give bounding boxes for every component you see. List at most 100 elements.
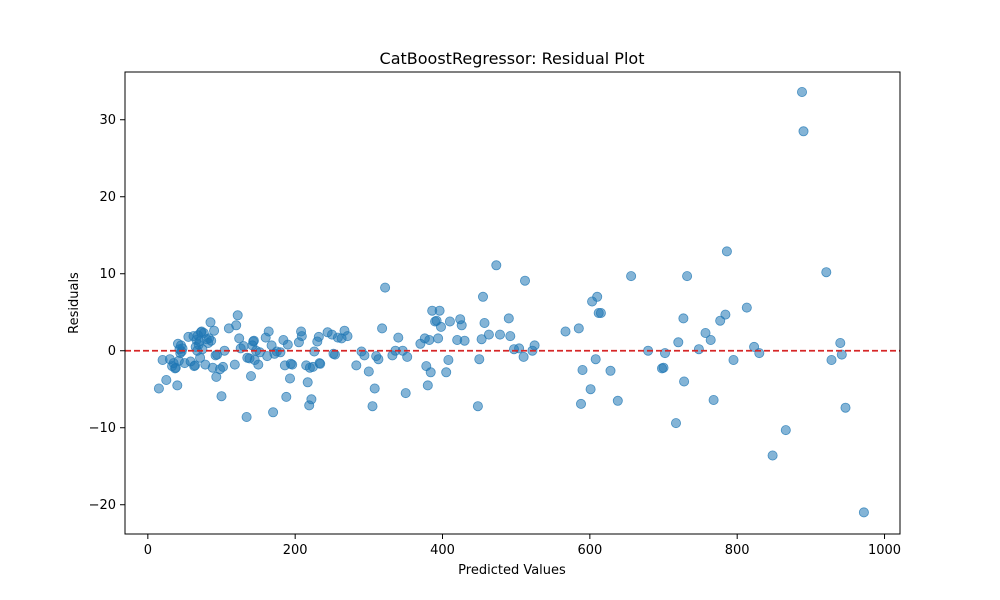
- data-point: [797, 87, 808, 98]
- data-point: [459, 335, 470, 346]
- data-point: [741, 302, 752, 313]
- data-point: [369, 383, 380, 394]
- data-point: [153, 383, 164, 394]
- data-point: [373, 354, 384, 365]
- data-point: [494, 329, 505, 340]
- data-point: [720, 309, 731, 320]
- data-point: [503, 313, 514, 324]
- data-point: [306, 394, 317, 405]
- data-point: [835, 337, 846, 348]
- data-point: [518, 351, 529, 362]
- data-point: [402, 351, 413, 362]
- data-point: [592, 291, 603, 302]
- data-point: [456, 320, 467, 331]
- x-tick-label: 0: [144, 543, 152, 558]
- data-point: [245, 371, 256, 382]
- data-point: [821, 267, 832, 278]
- data-point: [400, 388, 411, 399]
- data-point: [248, 335, 259, 346]
- data-point: [673, 337, 684, 348]
- data-point: [302, 377, 313, 388]
- data-point: [626, 271, 637, 282]
- data-point: [476, 334, 487, 345]
- data-point: [422, 380, 433, 391]
- data-point: [241, 411, 252, 422]
- data-point: [585, 384, 596, 395]
- data-point: [658, 362, 669, 373]
- data-point: [363, 366, 374, 377]
- data-point: [435, 321, 446, 332]
- data-point: [367, 401, 378, 412]
- data-point: [284, 373, 295, 384]
- data-point: [576, 398, 587, 409]
- points-layer: [153, 87, 869, 518]
- data-point: [671, 418, 682, 429]
- data-point: [595, 307, 606, 318]
- data-point: [700, 327, 711, 338]
- data-point: [477, 291, 488, 302]
- y-tick-label: −20: [89, 498, 116, 513]
- data-point: [282, 339, 293, 350]
- x-axis: 0 200 400 600 800 1000: [144, 534, 901, 558]
- data-point: [705, 334, 716, 345]
- chart-title: CatBoostRegressor: Residual Plot: [380, 49, 645, 68]
- data-point: [281, 391, 292, 402]
- data-point: [472, 401, 483, 412]
- x-tick-label: 1000: [868, 543, 901, 558]
- x-axis-label: Predicted Values: [458, 563, 566, 578]
- data-point: [444, 316, 455, 327]
- y-tick-label: 30: [99, 113, 116, 128]
- data-point: [232, 310, 243, 321]
- data-point: [206, 335, 217, 346]
- data-point: [393, 332, 404, 343]
- data-point: [826, 354, 837, 365]
- data-point: [229, 359, 240, 370]
- plot-frame: [124, 71, 901, 535]
- data-point: [529, 340, 540, 351]
- data-point: [479, 317, 490, 328]
- data-point: [217, 361, 228, 372]
- data-point: [491, 260, 502, 271]
- data-point: [612, 395, 623, 406]
- data-point: [858, 507, 869, 518]
- data-point: [287, 359, 298, 370]
- data-point: [238, 341, 249, 352]
- data-point: [253, 359, 264, 370]
- data-point: [216, 391, 227, 402]
- data-point: [189, 360, 200, 371]
- x-tick-label: 400: [430, 543, 455, 558]
- data-point: [425, 367, 436, 378]
- data-point: [313, 331, 324, 342]
- data-point: [424, 334, 435, 345]
- data-point: [573, 323, 584, 334]
- data-point: [577, 364, 588, 375]
- data-point: [678, 313, 689, 324]
- data-point: [780, 425, 791, 436]
- y-tick-label: 20: [99, 190, 116, 205]
- data-point: [359, 350, 370, 361]
- data-point: [682, 271, 693, 282]
- data-point: [377, 323, 388, 334]
- data-point: [434, 305, 445, 316]
- data-point: [728, 354, 739, 365]
- x-tick-label: 800: [725, 543, 750, 558]
- data-point: [275, 347, 286, 358]
- data-point: [605, 365, 616, 376]
- data-point: [520, 275, 531, 286]
- data-point: [679, 376, 690, 387]
- data-point: [505, 331, 516, 342]
- x-tick-label: 600: [577, 543, 602, 558]
- data-point: [483, 329, 494, 340]
- data-point: [840, 402, 851, 413]
- x-tick-label: 200: [283, 543, 308, 558]
- data-point: [205, 317, 216, 328]
- y-axis-label: Residuals: [67, 272, 82, 334]
- y-tick-label: −10: [89, 421, 116, 436]
- data-point: [161, 374, 172, 385]
- data-point: [342, 331, 353, 342]
- data-point: [721, 246, 732, 257]
- data-point: [268, 407, 279, 418]
- y-tick-label: 10: [99, 267, 116, 282]
- data-point: [590, 354, 601, 365]
- y-axis: −20 −10 0 10 20 30: [89, 113, 125, 513]
